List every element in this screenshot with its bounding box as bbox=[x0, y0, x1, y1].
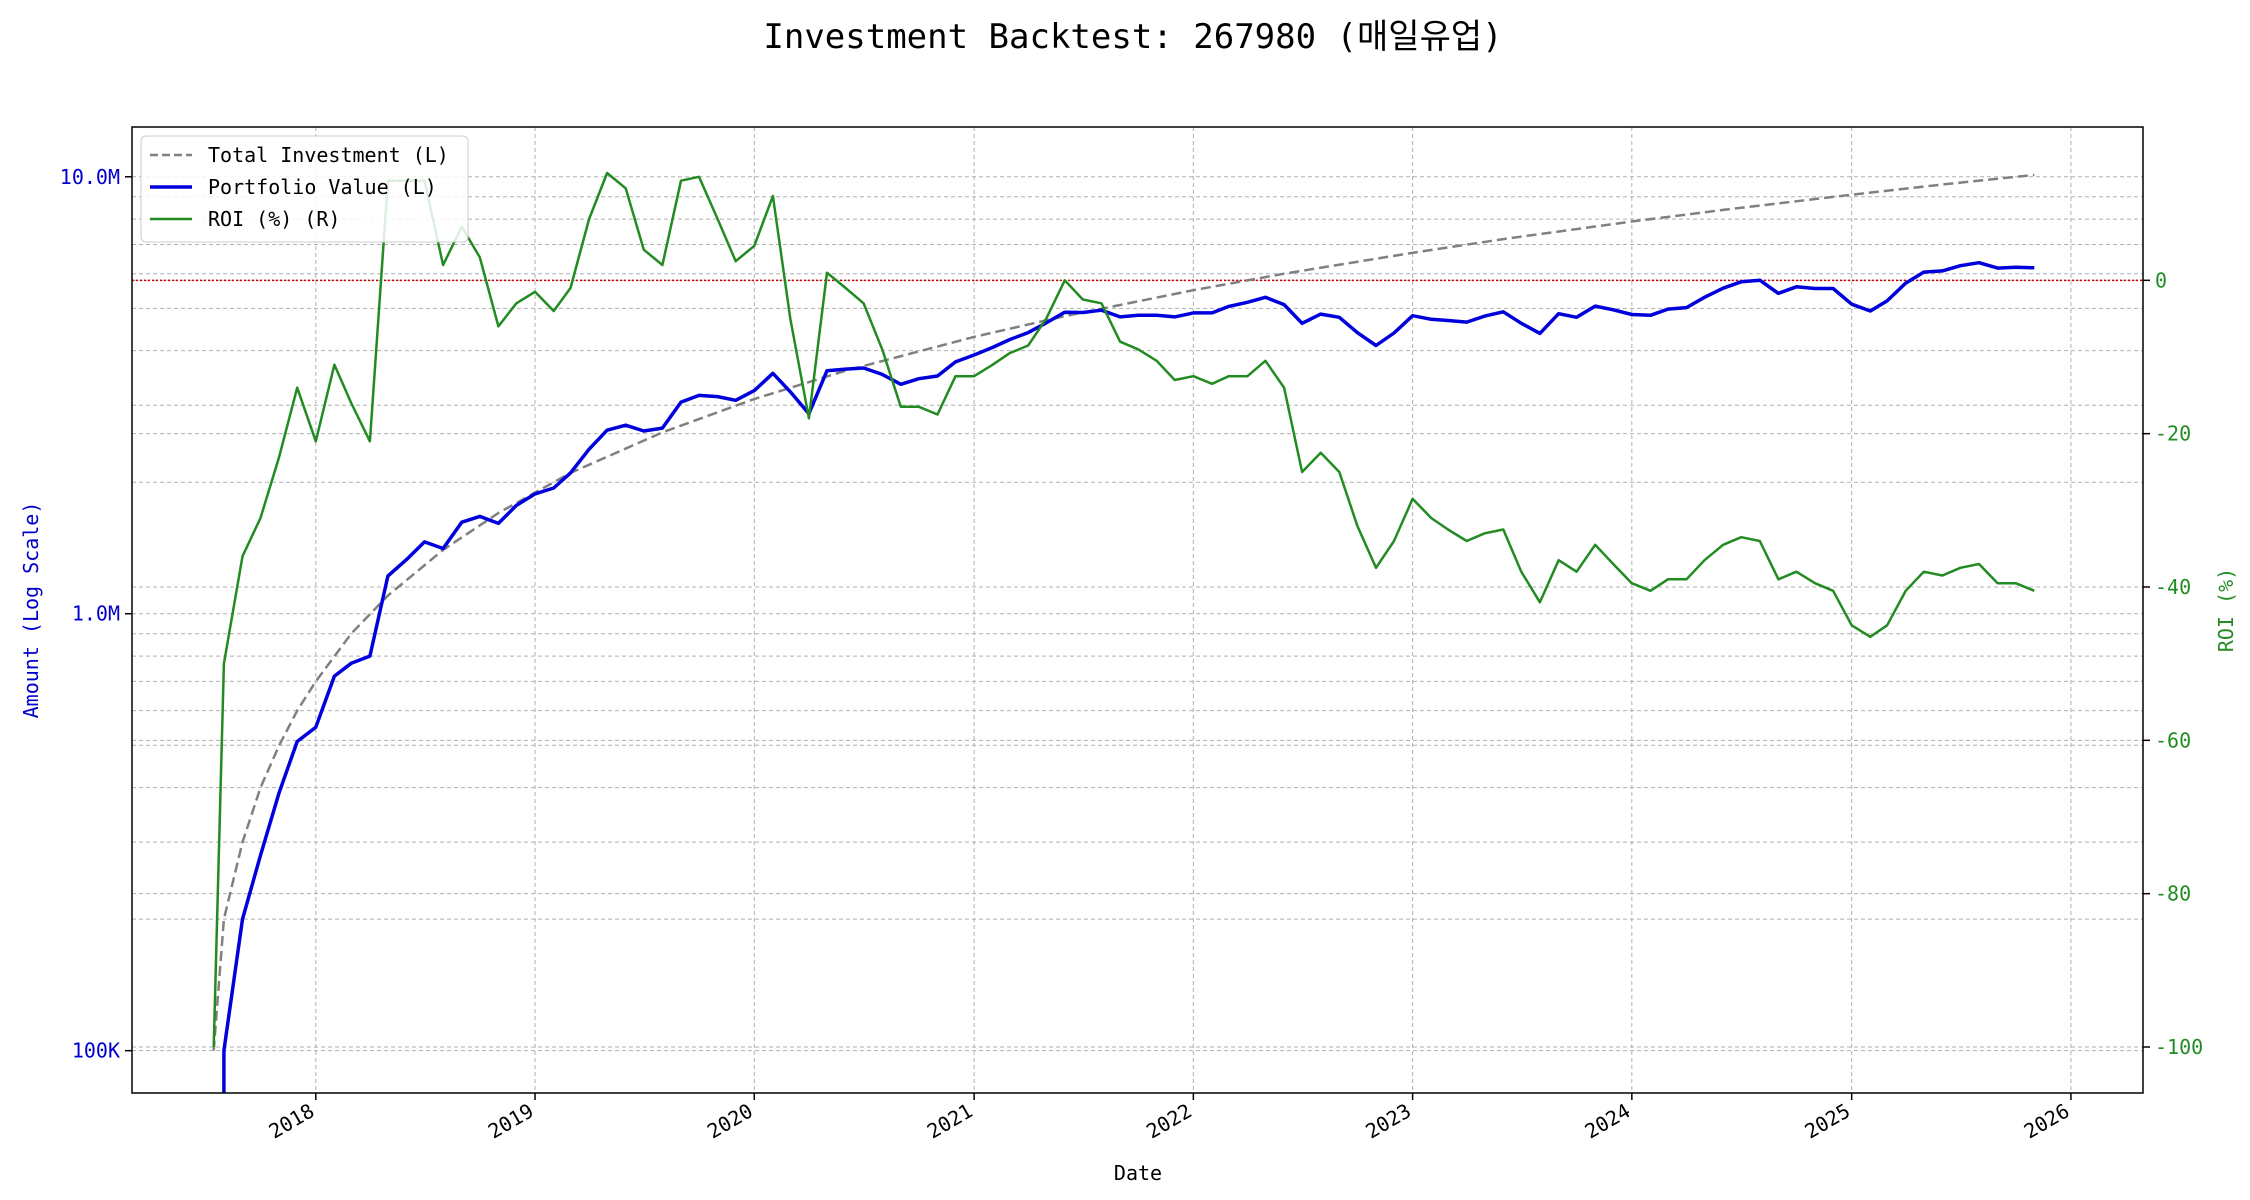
legend-label: Total Investment (L) bbox=[208, 143, 449, 167]
legend: Total Investment (L) Portfolio Value (L) R… bbox=[140, 135, 469, 243]
right-tick-label: -20 bbox=[2155, 422, 2191, 446]
x-axis-label: Date bbox=[1114, 1161, 1162, 1185]
right-tick-label: 0 bbox=[2155, 268, 2167, 292]
plot-frame bbox=[131, 126, 2144, 1094]
series-line-1 bbox=[222, 260, 2035, 1093]
series-line-2 bbox=[212, 171, 2035, 1048]
left-tick-label: 1.0M bbox=[72, 602, 120, 626]
chart-title: Investment Backtest: 267980 (매일유업) bbox=[763, 17, 1502, 57]
left-tick-label: 100K bbox=[72, 1039, 120, 1063]
x-tick-label: 2020 bbox=[703, 1099, 757, 1144]
x-tick-label: 2023 bbox=[1361, 1099, 1415, 1144]
x-tick-label: 2018 bbox=[265, 1099, 319, 1144]
right-axis-ticks: -100 -80 -60 -40 -20 0 bbox=[2143, 268, 2203, 1059]
right-tick-label: -100 bbox=[2155, 1035, 2203, 1059]
right-tick-label: -40 bbox=[2155, 575, 2191, 599]
x-tick-label: 2022 bbox=[1142, 1099, 1196, 1144]
series-layer bbox=[212, 171, 2035, 1093]
series-line-0 bbox=[212, 173, 2035, 1051]
right-axis-label: ROI (%) bbox=[2214, 568, 2238, 652]
left-axis-ticks: 100K 1.0M 10.0M bbox=[60, 165, 132, 1063]
x-tick-label: 2024 bbox=[1581, 1099, 1635, 1144]
legend-label: ROI (%) (R) bbox=[208, 207, 340, 231]
legend-box bbox=[140, 135, 469, 243]
x-tick-label: 2026 bbox=[2020, 1099, 2074, 1144]
left-axis-label: Amount (Log Scale) bbox=[19, 502, 43, 719]
x-tick-label: 2025 bbox=[1800, 1099, 1854, 1144]
right-tick-label: -80 bbox=[2155, 882, 2191, 906]
right-tick-label: -60 bbox=[2155, 728, 2191, 752]
grid bbox=[132, 127, 2143, 1093]
left-tick-label: 10.0M bbox=[60, 165, 120, 189]
legend-label: Portfolio Value (L) bbox=[208, 175, 437, 199]
x-tick-label: 2021 bbox=[923, 1099, 977, 1144]
x-tick-label: 2019 bbox=[484, 1099, 538, 1144]
x-axis-ticks: 2018 2019 2020 2021 2022 2023 2024 2025 2026 bbox=[265, 1093, 2074, 1144]
